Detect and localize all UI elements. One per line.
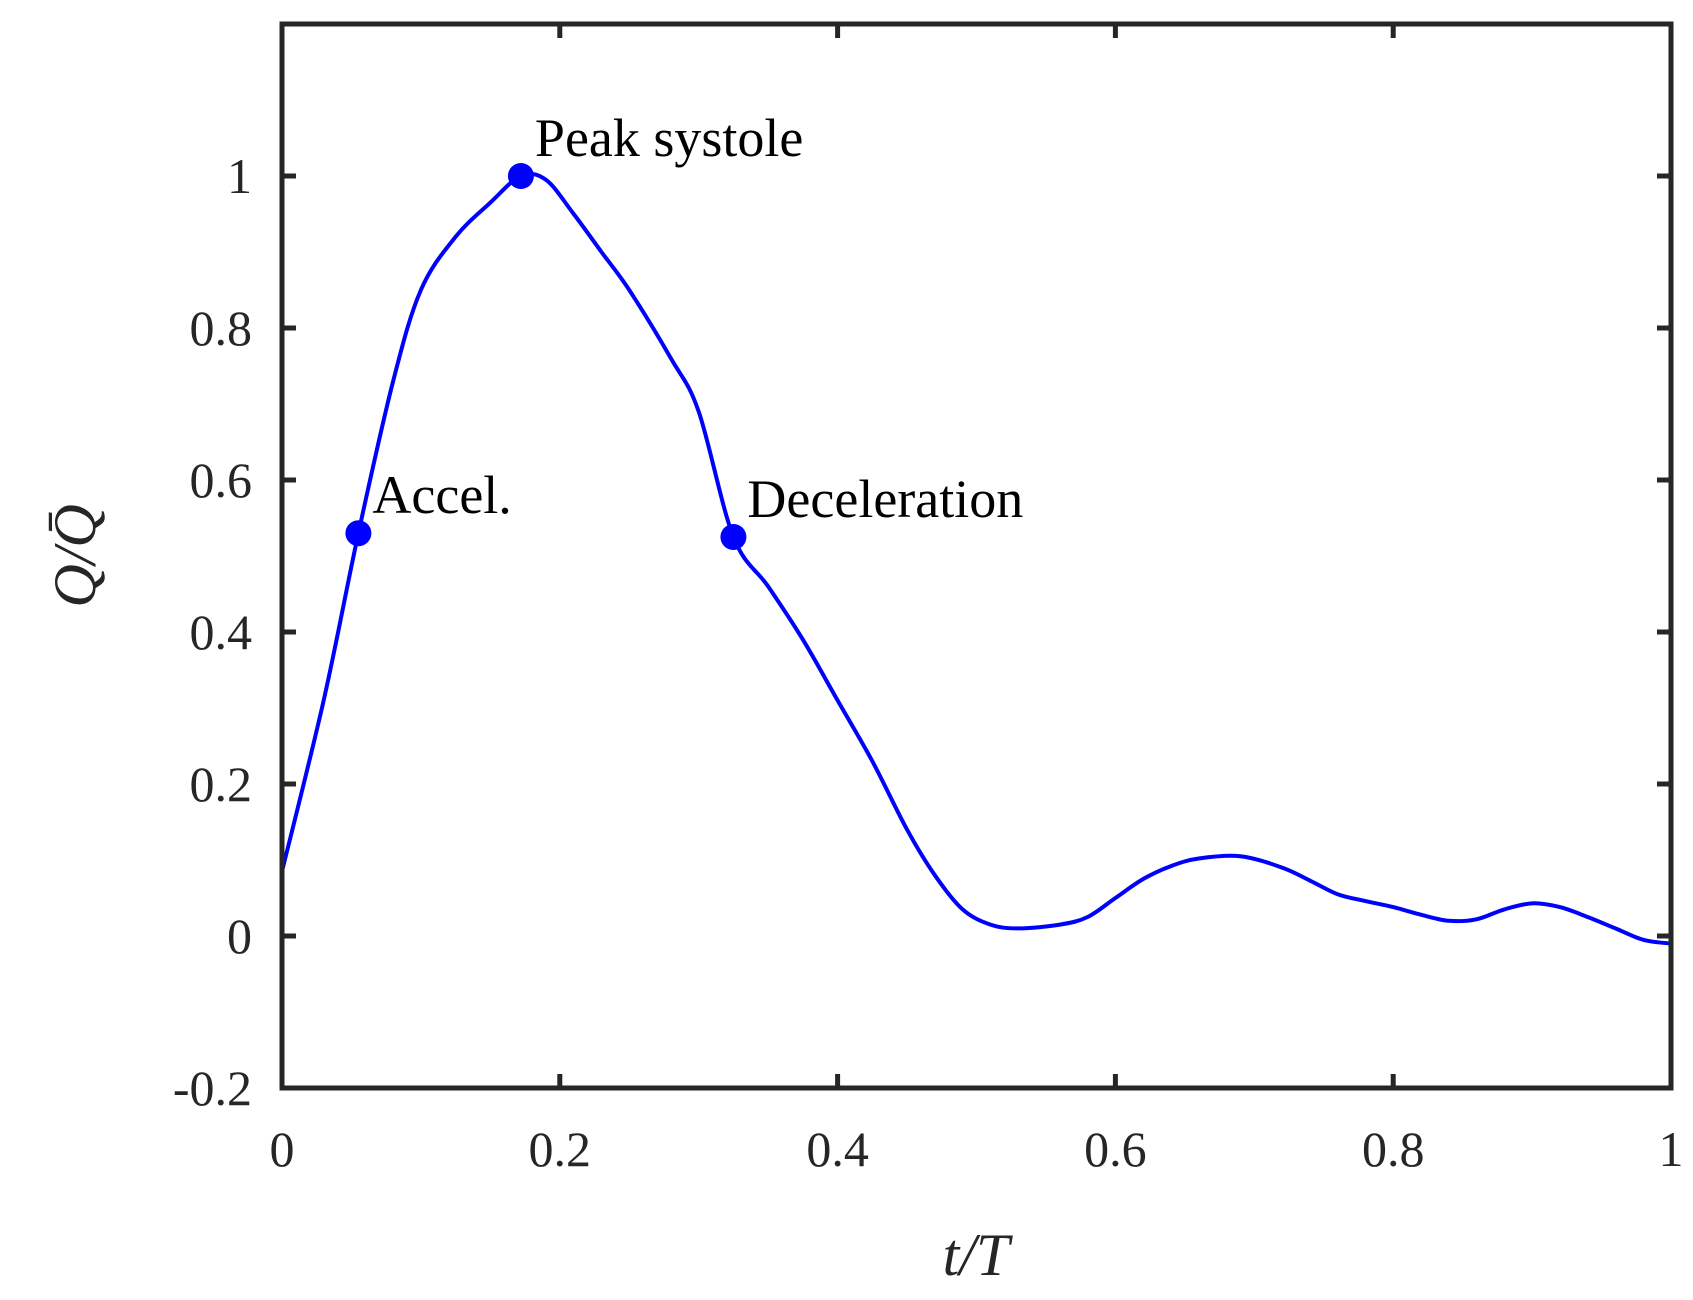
- phase-annotation: Deceleration: [747, 469, 1023, 529]
- x-tick-label: 0: [270, 1121, 295, 1177]
- x-tick-label: 0.2: [529, 1121, 592, 1177]
- phase-annotation: Accel.: [372, 465, 511, 525]
- y-tick-label: 0.8: [190, 300, 253, 356]
- x-axis-label: t/T: [943, 1222, 1013, 1288]
- y-tick-label: -0.2: [173, 1060, 252, 1116]
- phase-marker: [345, 520, 372, 547]
- flow-rate-line: [280, 171, 1672, 946]
- x-tick-label: 1: [1659, 1121, 1684, 1177]
- x-tick-label: 0.4: [806, 1121, 869, 1177]
- y-tick-label: 0: [227, 908, 252, 964]
- y-tick-label: 0.2: [190, 756, 253, 812]
- y-tick-label: 0.6: [190, 452, 253, 508]
- y-axis-label: Q/Q̄: [42, 504, 108, 607]
- phase-annotation: Peak systole: [535, 108, 803, 168]
- phase-marker: [720, 524, 747, 550]
- plot-frame: [279, 21, 1674, 1091]
- x-tick-label: 0.8: [1362, 1121, 1425, 1177]
- y-tick-label: 1: [227, 148, 252, 204]
- y-tick-label: 0.4: [190, 604, 253, 660]
- phase-marker: [507, 163, 534, 189]
- x-tick-label: 0.6: [1084, 1121, 1147, 1177]
